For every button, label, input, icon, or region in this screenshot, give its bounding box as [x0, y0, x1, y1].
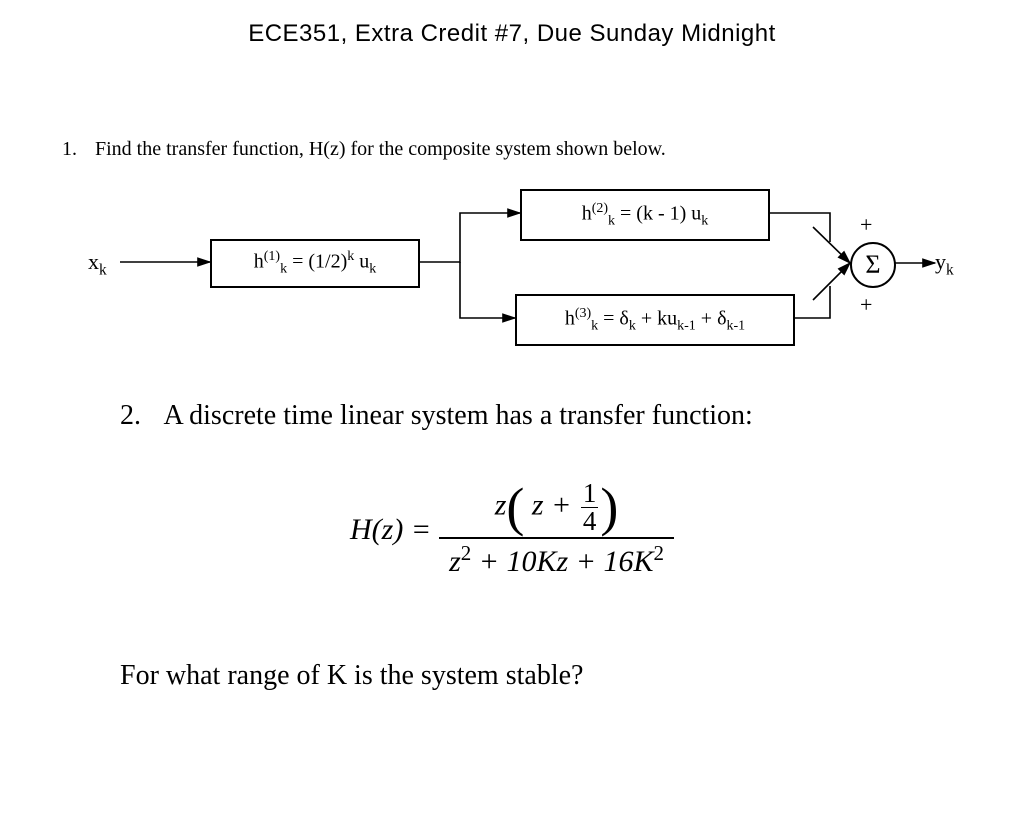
plus-bottom: +	[860, 292, 872, 318]
plus-top: +	[860, 212, 872, 238]
sigma-icon: Σ	[865, 250, 880, 280]
input-label: xk	[88, 249, 107, 279]
q2-text: A discrete time linear system has a tran…	[163, 400, 752, 431]
formula-fraction: z( z + 14) z2 + 10Kz + 16K2	[439, 478, 674, 581]
formula-denominator: z2 + 10Kz + 16K2	[439, 539, 674, 581]
page: ECE351, Extra Credit #7, Due Sunday Midn…	[0, 0, 1024, 824]
q1-number: 1.	[62, 138, 90, 161]
q2-number: 2.	[120, 400, 158, 432]
transfer-function-formula: H(z) = z( z + 14) z2 + 10Kz + 16K2	[0, 478, 1024, 581]
page-title: ECE351, Extra Credit #7, Due Sunday Midn…	[0, 20, 1024, 48]
question-2: 2. A discrete time linear system has a t…	[120, 400, 753, 432]
q2-tail: For what range of K is the system stable…	[120, 660, 583, 692]
q1-text: Find the transfer function, H(z) for the…	[95, 138, 666, 160]
block-diagram: xk h(1)k = (1/2)k uk h(2)k = (k - 1) uk …	[80, 184, 960, 359]
formula-lhs: H(z) =	[350, 513, 431, 547]
summing-junction: Σ	[850, 242, 896, 288]
output-label: yk	[935, 249, 954, 279]
block-h2: h(2)k = (k - 1) uk	[520, 189, 770, 241]
formula-numerator: z( z + 14)	[485, 478, 629, 537]
block-h1: h(1)k = (1/2)k uk	[210, 239, 420, 288]
block-h3: h(3)k = δk + kuk-1 + δk-1	[515, 294, 795, 346]
question-1: 1. Find the transfer function, H(z) for …	[62, 138, 666, 161]
